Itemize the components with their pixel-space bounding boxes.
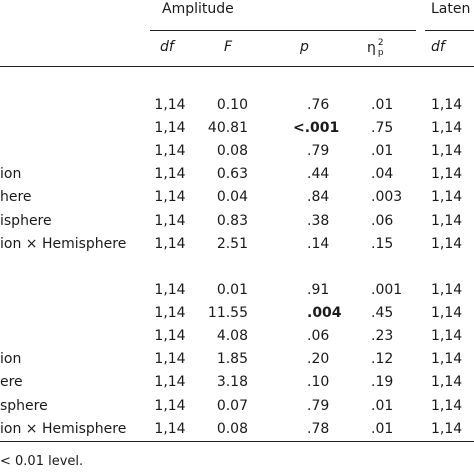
cell: 1.85 xyxy=(216,351,248,368)
cell: 1,14 xyxy=(154,120,186,137)
cell: 1,14 xyxy=(431,235,463,252)
cell: 1,14 xyxy=(431,420,463,437)
cell: 1,14 xyxy=(154,351,186,368)
cell: .19 xyxy=(371,374,394,391)
row-label: ion xyxy=(0,351,22,368)
column-header-part: η xyxy=(367,40,376,56)
cell: 4.08 xyxy=(216,328,248,345)
cell: .01 xyxy=(371,143,394,160)
cell: .004 xyxy=(307,305,342,322)
rule xyxy=(150,30,416,31)
cell: 1,14 xyxy=(431,212,463,229)
cell: 1,14 xyxy=(431,374,463,391)
cell: 1,14 xyxy=(154,374,186,391)
cell: 1,14 xyxy=(154,328,186,345)
row-label: sphere xyxy=(0,397,48,414)
cell: 1,14 xyxy=(154,212,186,229)
cell: .06 xyxy=(307,328,330,345)
cell: 1,14 xyxy=(431,166,463,183)
rule xyxy=(0,441,474,442)
row-label: ion xyxy=(0,166,22,183)
cell: 0.04 xyxy=(216,189,248,206)
cell: 1,14 xyxy=(154,420,186,437)
group-header: Amplitude xyxy=(162,1,234,17)
cell: .20 xyxy=(307,351,330,368)
cell: .10 xyxy=(307,374,330,391)
cell: 1,14 xyxy=(431,143,463,160)
cell: 0.07 xyxy=(216,397,248,414)
cell: 1,14 xyxy=(154,143,186,160)
cell: 1,14 xyxy=(431,282,463,298)
cell: .91 xyxy=(307,282,330,298)
column-header: p xyxy=(300,39,309,55)
column-header-part: p xyxy=(377,48,384,58)
cell: .06 xyxy=(371,212,394,229)
cell: 1,14 xyxy=(154,305,186,322)
cell: 2.51 xyxy=(216,235,248,252)
cell: 0.83 xyxy=(216,212,248,229)
column-header-part: 2 xyxy=(377,38,384,48)
cell: 1,14 xyxy=(431,351,463,368)
cell: .01 xyxy=(371,420,394,437)
row-label: ion × Hemisphere xyxy=(0,420,127,437)
row-label: ion × Hemisphere xyxy=(0,235,127,252)
cell: 1,14 xyxy=(154,397,186,414)
cell: 1,14 xyxy=(154,282,186,298)
cell: 3.18 xyxy=(216,374,248,391)
cell: 0.63 xyxy=(216,166,248,183)
cell: .76 xyxy=(307,97,330,113)
cell: .01 xyxy=(371,397,394,414)
cell: .23 xyxy=(371,328,394,345)
cell: 1,14 xyxy=(154,189,186,206)
cell: .12 xyxy=(371,351,394,368)
cell: 0.08 xyxy=(216,420,248,437)
cell: 0.10 xyxy=(216,97,248,113)
cell: .78 xyxy=(307,420,330,437)
row-label: ere xyxy=(0,374,23,391)
cell: .79 xyxy=(307,143,330,160)
footnote: < 0.01 level. xyxy=(0,454,84,469)
cell: 1,14 xyxy=(431,120,463,137)
cell: 1,14 xyxy=(431,397,463,414)
rule xyxy=(425,30,474,31)
cell: .84 xyxy=(307,189,330,206)
rule xyxy=(0,66,474,67)
cell: .003 xyxy=(371,189,403,206)
cell: 1,14 xyxy=(431,97,463,113)
cell: .79 xyxy=(307,397,330,414)
cell: .04 xyxy=(371,166,394,183)
cell: .44 xyxy=(307,166,330,183)
cell: 1,14 xyxy=(154,166,186,183)
cell: 0.01 xyxy=(216,282,248,298)
row-label: isphere xyxy=(0,212,52,229)
column-header: df xyxy=(431,39,445,55)
cell: 0.08 xyxy=(216,143,248,160)
row-label: here xyxy=(0,189,32,206)
cell: .45 xyxy=(371,305,394,322)
cell: 40.81 xyxy=(207,120,248,137)
column-header: F xyxy=(224,39,233,55)
column-header: df xyxy=(160,39,174,55)
cell: .75 xyxy=(371,120,394,137)
cell: 1,14 xyxy=(431,328,463,345)
cell: 1,14 xyxy=(154,97,186,113)
cell: <.001 xyxy=(293,120,340,137)
cell: 11.55 xyxy=(207,305,248,322)
cell: 1,14 xyxy=(431,189,463,206)
cell: .15 xyxy=(371,235,394,252)
cell: .14 xyxy=(307,235,330,252)
group-header: Laten xyxy=(431,1,471,17)
cell: .01 xyxy=(371,97,394,113)
cell: .001 xyxy=(371,282,403,298)
cell: 1,14 xyxy=(154,235,186,252)
cell: 1,14 xyxy=(431,305,463,322)
cell: .38 xyxy=(307,212,330,229)
